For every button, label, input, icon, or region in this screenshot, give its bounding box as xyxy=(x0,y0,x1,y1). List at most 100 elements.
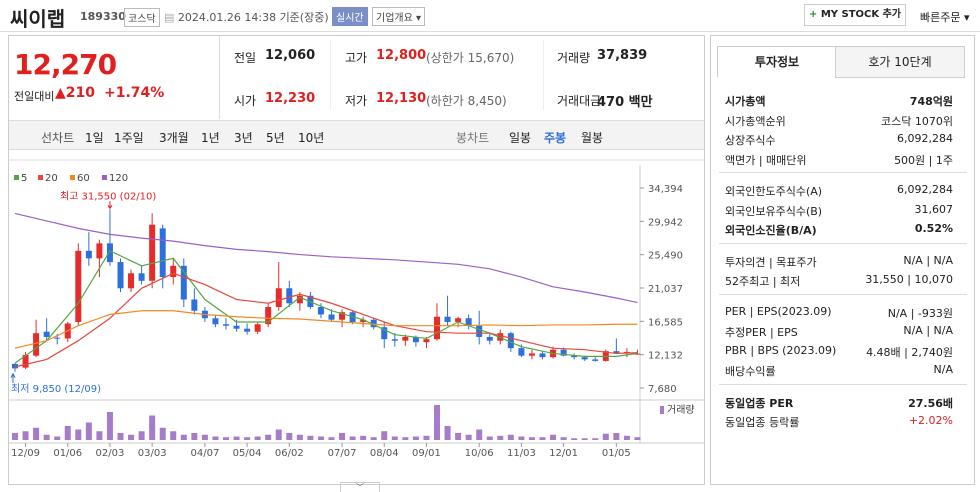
x-tick-label: 12/09 xyxy=(11,448,40,459)
candle-body xyxy=(455,318,462,322)
collapse-button[interactable]: ﹀ xyxy=(340,482,380,492)
company-info-text: 기업개요 xyxy=(376,13,413,24)
info-row: 투자의견 | 목표주가 N/A | N/A xyxy=(725,254,953,270)
stock-name: 씨이랩 xyxy=(10,7,66,31)
y-tick-label: 21,037 xyxy=(648,284,683,295)
period-tab[interactable]: 3년 xyxy=(234,131,253,145)
candle-body xyxy=(613,351,620,354)
period-tab[interactable]: 5년 xyxy=(266,131,285,145)
info-label: 외국인한도주식수(A) xyxy=(725,185,823,198)
candle-body xyxy=(265,306,272,325)
candle-tab[interactable]: 일봉 xyxy=(509,131,532,145)
stat-label: 거래량 xyxy=(557,51,591,65)
volume-bar xyxy=(539,437,546,440)
x-tick-label: 08/04 xyxy=(370,448,399,459)
candle-body xyxy=(423,339,430,343)
info-row: 상장주식수 6,092,284 xyxy=(725,132,953,148)
x-tick-label: 10/06 xyxy=(465,448,494,459)
info-tab[interactable]: 호가 10단계 xyxy=(835,46,965,78)
volume-bar xyxy=(434,405,440,440)
candle-body xyxy=(33,333,40,356)
volume-bar xyxy=(339,433,346,440)
volume-bar xyxy=(455,433,462,440)
candle-body xyxy=(233,325,240,329)
candle-body xyxy=(412,336,419,343)
volume-bar xyxy=(560,437,567,440)
period-tab[interactable]: 1년 xyxy=(201,131,220,145)
candle-body xyxy=(381,327,388,340)
candle-body xyxy=(128,273,135,289)
info-row: 시가총액순위 코스닥 1070위 xyxy=(725,113,953,129)
candle-body xyxy=(170,265,177,278)
header: 씨이랩 189330 코스닥 ▤ 2024.01.26 14:38 기준(장중)… xyxy=(0,0,980,32)
info-value: 0.52% xyxy=(914,222,953,235)
legend-label: 120 xyxy=(109,173,128,184)
timestamp-text: 2024.01.26 14:38 기준(장중) xyxy=(177,11,329,24)
period-tab[interactable]: 10년 xyxy=(298,131,325,145)
candle-body xyxy=(518,348,525,356)
volume-bar xyxy=(307,435,314,440)
x-tick-label: 03/03 xyxy=(138,448,167,459)
info-value: 748억원 xyxy=(909,95,953,108)
candle-body xyxy=(275,288,282,307)
candle-body xyxy=(486,336,493,341)
candle-tab[interactable]: 월봉 xyxy=(581,131,604,145)
x-tick-label: 09/01 xyxy=(412,448,441,459)
info-tab[interactable]: 투자정보 xyxy=(717,46,837,77)
stock-code: 189330 xyxy=(80,10,126,23)
info-value: 27.56배 xyxy=(908,396,953,410)
volume-bar xyxy=(244,437,251,440)
volume-bar xyxy=(117,433,124,440)
stat-label: 전일 xyxy=(234,51,257,65)
candle-tab[interactable]: 주봉 xyxy=(544,131,567,145)
volume-bar xyxy=(54,436,61,440)
candle-body xyxy=(528,353,535,356)
ma-line xyxy=(14,250,638,364)
candle-body xyxy=(106,243,113,263)
market-badge: 코스닥 xyxy=(124,8,160,27)
stat-value: 470 백만 xyxy=(597,95,653,110)
volume-bar xyxy=(33,427,40,440)
volume-bar xyxy=(75,429,82,440)
volume-bar xyxy=(550,434,557,440)
volume-bar xyxy=(571,438,578,440)
volume-bar xyxy=(518,436,525,440)
volume-bar xyxy=(22,431,29,440)
quick-order[interactable]: 빠른주문 ▾ xyxy=(920,11,970,24)
info-label: 배당수익률 xyxy=(725,365,776,378)
candle-body xyxy=(402,336,409,341)
x-tick-label: 01/06 xyxy=(53,448,82,459)
stat-label: 시가 xyxy=(234,94,257,108)
stat-value: 12,130 xyxy=(376,91,427,106)
legend-label: 5 xyxy=(21,173,27,184)
candle-body xyxy=(117,262,124,289)
candle-body xyxy=(507,333,514,349)
candle-body xyxy=(138,273,145,281)
x-tick-label: 12/01 xyxy=(549,448,578,459)
change-rate: +1.74% xyxy=(104,85,165,101)
period-tab[interactable]: 3개월 xyxy=(159,131,189,145)
chart: 34,394 29,942 25,490 21,037 16,585 12,132 7,68… xyxy=(8,159,705,459)
candle-body xyxy=(75,250,82,322)
volume-bar xyxy=(507,434,514,440)
candle-body xyxy=(22,354,29,368)
candle-body xyxy=(444,316,451,322)
period-tab[interactable]: 1일 xyxy=(85,131,104,145)
quick-order-text: 빠른주문 xyxy=(920,11,961,24)
candle-body xyxy=(465,318,472,326)
info-label: 투자의견 | 목표주가 xyxy=(725,255,817,269)
company-info-button[interactable]: 기업개요 ▾ xyxy=(372,7,426,26)
info-label: 외국인소진율(B/A) xyxy=(725,224,817,237)
realtime-badge[interactable]: 실시간 xyxy=(332,7,368,26)
my-stock-button[interactable]: + MY STOCK 추가 xyxy=(804,4,906,26)
group-divider xyxy=(719,172,967,173)
info-label: 추정PER | EPS xyxy=(725,326,798,339)
legend-swatch xyxy=(102,175,107,180)
volume-bar xyxy=(623,435,630,440)
legend-swatch xyxy=(14,175,19,180)
candle-body xyxy=(560,349,567,356)
candle-body xyxy=(339,312,346,320)
period-tab[interactable]: 1주일 xyxy=(114,131,144,145)
ma-line xyxy=(14,272,638,368)
stat-label: 거래대금 xyxy=(557,94,602,108)
